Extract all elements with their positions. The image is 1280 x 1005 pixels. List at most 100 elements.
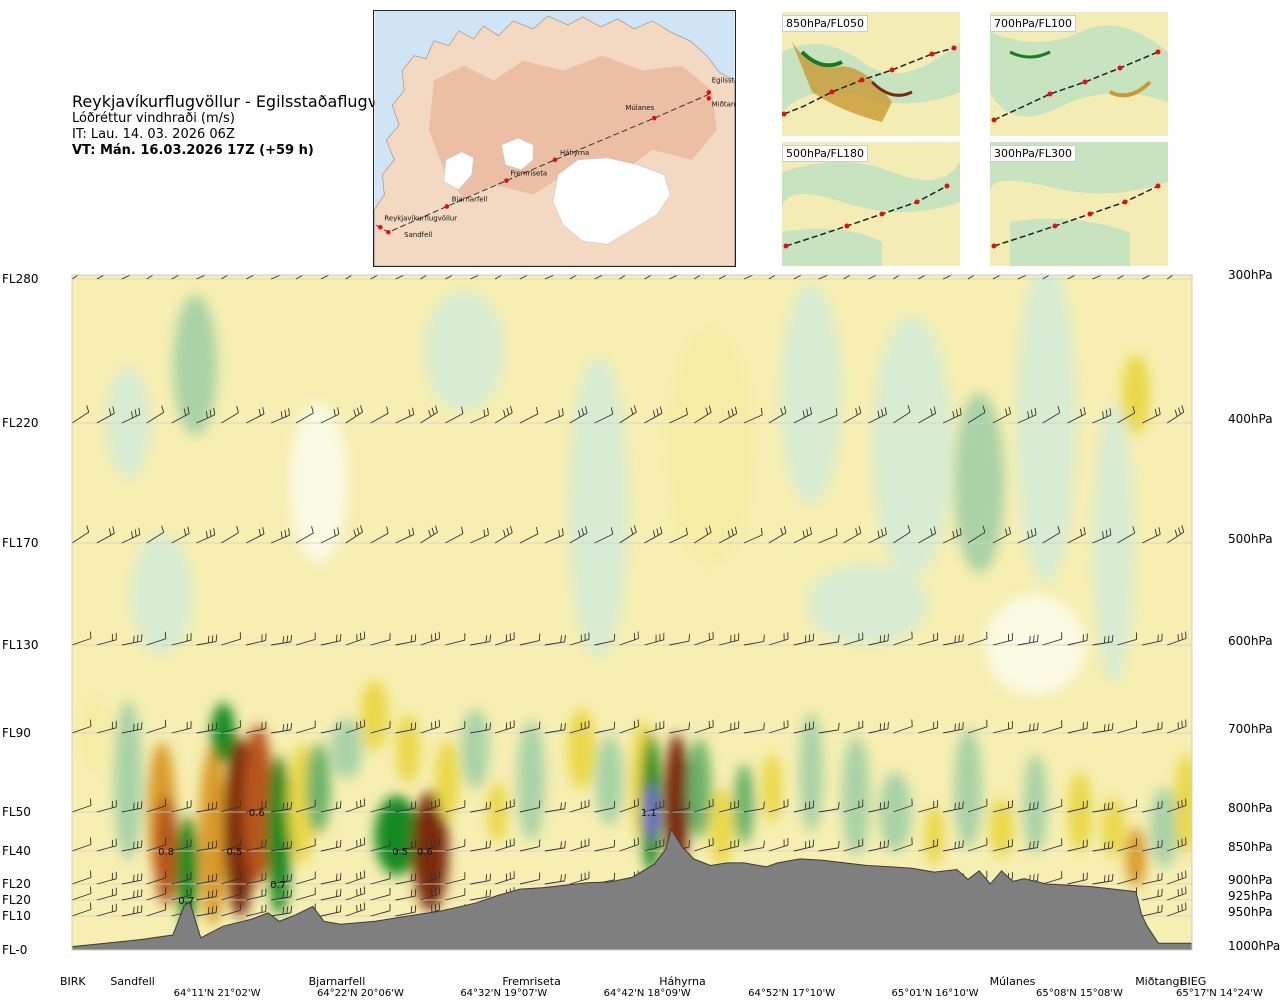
wind-barb — [743, 801, 765, 813]
wind-barb — [445, 406, 464, 424]
mini-map-850-svg — [781, 12, 960, 136]
wind-barb — [1117, 838, 1138, 852]
wind-barb — [818, 408, 838, 424]
wind-barb — [146, 902, 167, 917]
wind-barb — [121, 840, 143, 852]
coordinate-label: 65°17'N 14°24'W — [1176, 988, 1263, 999]
wind-barb — [1117, 526, 1136, 544]
wind-barb — [1017, 527, 1037, 544]
wind-barb — [544, 634, 566, 646]
wind-barb — [196, 722, 218, 734]
value-annotation: 1.1 — [641, 808, 657, 819]
issue-time: IT: Lau. 14. 03. 2026 06Z — [72, 127, 235, 142]
velocity-cell — [665, 327, 756, 567]
wind-barb — [967, 405, 986, 424]
wind-barb — [221, 871, 241, 885]
wind-barb — [295, 887, 316, 901]
wind-barb — [445, 526, 464, 544]
value-annotation: 0.6 — [417, 847, 433, 858]
wind-barb — [1166, 631, 1187, 646]
velocity-cell — [330, 718, 363, 779]
velocity-cell — [290, 403, 347, 563]
wind-barb — [1191, 542, 1192, 543]
wind-barb — [246, 872, 267, 885]
wind-barb — [868, 839, 889, 852]
wind-barb — [1191, 278, 1192, 279]
coordinate-label: 64°32'N 19°07'W — [460, 988, 548, 999]
wind-barb — [246, 839, 267, 852]
wind-barb — [768, 799, 789, 813]
wind-barb — [271, 889, 293, 901]
chart-header: Reykjavíkurflugvöllur - Egilsstaðaflugvö… — [72, 92, 413, 159]
wind-barb — [96, 799, 117, 813]
wind-barb — [445, 633, 466, 646]
wind-barb — [519, 633, 541, 646]
wind-barb — [171, 839, 192, 852]
wind-barb — [320, 800, 342, 813]
wind-barb — [121, 873, 143, 885]
velocity-cell — [114, 700, 142, 861]
wind-barb — [1017, 801, 1039, 813]
wind-barb — [818, 840, 840, 852]
wind-barb — [669, 634, 690, 646]
route-title: Reykjavíkurflugvöllur - Egilsstaðaflugvö… — [72, 92, 413, 111]
wind-barb — [619, 405, 637, 424]
wind-barb — [171, 275, 181, 280]
pressure-level-label: 500hPa — [1228, 532, 1273, 546]
wind-barb — [370, 406, 389, 424]
wind-barb — [395, 873, 417, 885]
wind-barb — [295, 406, 314, 424]
plot-frame — [71, 274, 1193, 951]
wind-barb — [470, 840, 492, 852]
wind-barb — [644, 406, 663, 424]
wind-barb — [544, 873, 566, 885]
route-overview-map: Reykjavíkurflugvöllur Sandfell Bjarnarfell… — [373, 10, 736, 267]
wind-barb — [121, 407, 141, 424]
velocity-cell — [396, 713, 420, 784]
mini-map-300-label: 300hPa/FL300 — [990, 145, 1077, 162]
wind-barb — [171, 406, 190, 424]
wind-barb — [768, 405, 787, 424]
velocity-cell — [595, 735, 624, 826]
wind-barb — [743, 722, 765, 734]
wind-barb — [221, 275, 229, 280]
value-annotation: 0.7 — [270, 880, 286, 891]
wind-barb — [146, 837, 167, 852]
wind-barb — [694, 719, 714, 734]
wind-barb — [768, 275, 777, 280]
wind-barb — [445, 721, 466, 734]
wind-barb — [619, 798, 639, 813]
wind-barb — [594, 407, 614, 424]
wind-barb — [270, 408, 290, 424]
wind-barb — [146, 631, 167, 646]
wind-barb — [519, 275, 529, 280]
wind-barb — [594, 633, 616, 646]
wind-barb — [370, 799, 391, 813]
velocity-cell — [424, 291, 504, 411]
wind-barb — [1191, 899, 1192, 900]
wind-barb — [1092, 840, 1114, 852]
wind-barb — [669, 801, 690, 813]
wind-barb — [171, 888, 192, 901]
wind-barb — [1191, 644, 1192, 645]
pressure-level-label: 1000hPa — [1228, 939, 1280, 953]
wind-barb — [793, 526, 813, 544]
wind-barb — [644, 799, 665, 813]
wind-barb — [295, 799, 316, 813]
wind-barb — [619, 631, 639, 646]
coordinate-label: 65°01'N 16°10'W — [891, 988, 979, 999]
terrain-profile — [72, 827, 1192, 950]
wind-barb — [395, 801, 417, 813]
wind-barb — [594, 527, 614, 544]
velocity-cell — [360, 680, 389, 751]
velocity-cell — [872, 317, 952, 577]
wind-barb — [992, 526, 1011, 544]
wind-barb — [594, 800, 616, 813]
wind-barb — [718, 526, 738, 544]
wind-barb — [868, 633, 889, 646]
wind-barb — [893, 525, 911, 544]
wind-barb — [445, 839, 466, 852]
wind-barb — [221, 838, 241, 852]
velocity-cell — [1174, 754, 1192, 855]
wind-barb — [470, 527, 489, 544]
